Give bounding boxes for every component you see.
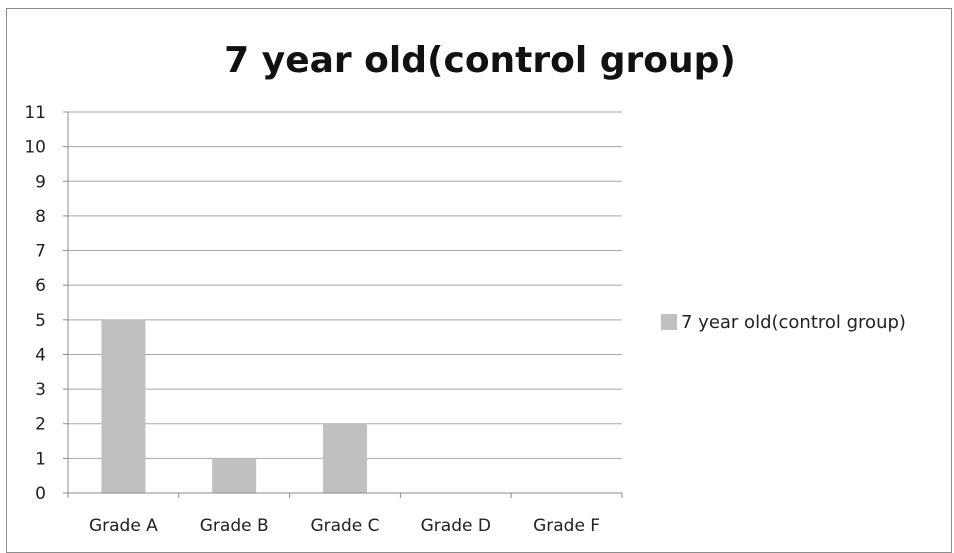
x-tick-label: Grade A (89, 516, 158, 536)
y-tick-label: 6 (35, 276, 46, 296)
x-tick-label: Grade B (200, 516, 269, 536)
axes (63, 111, 623, 498)
chart-area (6, 8, 952, 553)
x-tick-label: Grade D (421, 516, 491, 536)
bar (323, 423, 367, 493)
y-tick-label: 1 (35, 449, 46, 469)
gridlines (68, 111, 622, 459)
legend-label: 7 year old(control group) (681, 312, 906, 333)
legend: 7 year old(control group) (661, 312, 906, 333)
bar (212, 458, 257, 493)
y-tick-label: 8 (35, 207, 46, 227)
bar (101, 319, 146, 493)
y-tick-label: 11 (24, 103, 46, 123)
y-tick-label: 4 (35, 345, 46, 365)
y-tick-label: 7 (35, 242, 46, 262)
x-tick-label: Grade C (310, 516, 379, 536)
x-tick-label: Grade F (533, 516, 600, 536)
y-tick-label: 5 (35, 311, 46, 331)
y-axis-ticks: 0 1 2 3 4 5 6 7 8 9 10 11 (24, 103, 46, 504)
x-axis-ticks: Grade A Grade B Grade C Grade D Grade F (89, 516, 600, 536)
chart-title: 7 year old(control group) (224, 40, 736, 81)
bars (101, 319, 367, 493)
y-tick-label: 0 (35, 484, 46, 504)
y-tick-label: 3 (35, 380, 46, 400)
y-tick-label: 10 (24, 138, 46, 158)
y-tick-label: 9 (35, 172, 46, 192)
y-tick-label: 2 (35, 415, 46, 435)
legend-swatch (661, 314, 677, 330)
